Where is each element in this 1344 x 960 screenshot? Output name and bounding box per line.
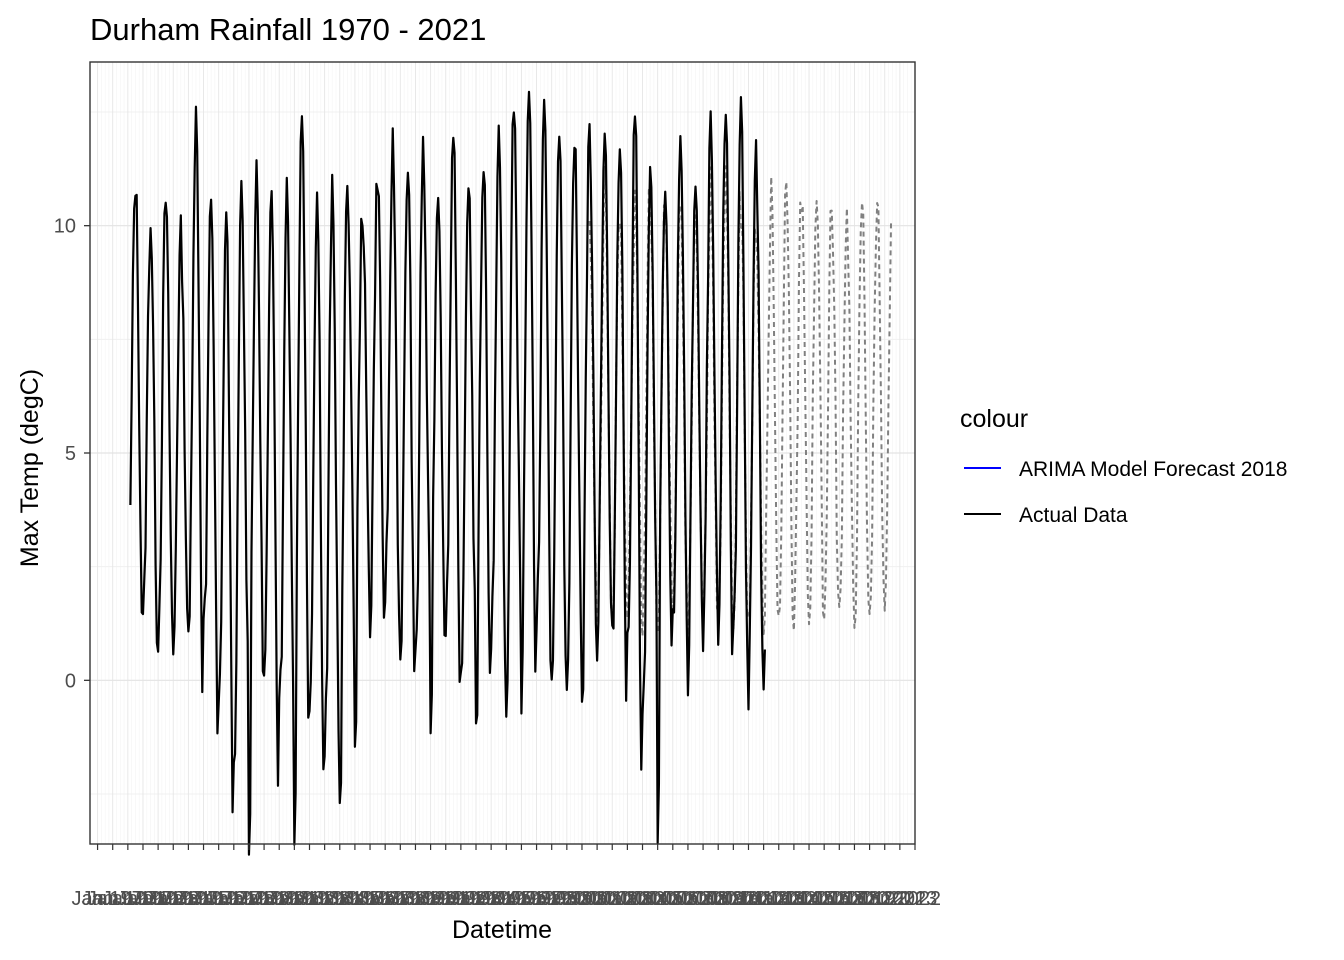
x-tick-label: Jan 2009: [662, 888, 744, 910]
x-tick-label: Jan 2008: [647, 888, 729, 910]
x-tick-label: Jan 1971: [87, 888, 169, 910]
x-tick-label: Jan 1996: [465, 888, 547, 910]
chart-title: Durham Rainfall 1970 - 2021: [90, 12, 486, 47]
x-tick-label: Jan 1980: [223, 888, 305, 910]
x-tick-label: Jan 2013: [722, 888, 804, 910]
y-axis-ticks: 0 5 10: [54, 216, 90, 692]
x-tick-label: Jan 1972: [102, 888, 184, 910]
x-tick-label: Jan 1982: [253, 888, 335, 910]
x-tick-label: Jan 2015: [753, 888, 835, 910]
x-tick-label: Jan 2000: [526, 888, 608, 910]
x-tick-label: Jan 2002: [556, 888, 638, 910]
x-tick-label: Jan 2006: [617, 888, 699, 910]
x-tick-label: Jan 2011: [693, 888, 774, 910]
x-axis-title: Datetime: [452, 916, 552, 944]
x-tick-label: Jan 2022: [859, 888, 941, 910]
x-tick-label: Jan 2012: [707, 888, 789, 910]
y-tick-label: 5: [65, 443, 76, 465]
x-tick-label: Jan 1981: [238, 888, 320, 910]
x-tick-label: Jan 2007: [632, 888, 714, 910]
x-tick-label: Jan 2017: [783, 888, 865, 910]
x-tick-label: Jan 1998: [495, 888, 577, 910]
x-tick-label: Jan 1977: [178, 888, 260, 910]
x-tick-label: Jan 1973: [117, 888, 199, 910]
x-tick-label: Jan 1979: [208, 888, 290, 910]
x-tick-label: 2023: [893, 888, 938, 910]
x-tick-label: Jan 1997: [480, 888, 562, 910]
legend-label-forecast: ARIMA Model Forecast 2018: [1019, 458, 1287, 481]
x-tick-label: Jan 2014: [738, 888, 820, 910]
x-tick-label: Jan 1975: [147, 888, 229, 910]
x-tick-label: Jan 2010: [677, 888, 759, 910]
x-tick-label: Jan 1992: [405, 888, 487, 910]
y-tick-label: 0: [65, 670, 76, 692]
x-tick-label: Jan 1985: [299, 888, 381, 910]
x-tick-label: Jan 2004: [586, 888, 668, 910]
x-tick-label: Jan 1970: [72, 888, 154, 910]
x-tick-label: Jan 2021: [844, 888, 926, 910]
x-tick-label: Jan 2001: [541, 888, 623, 910]
legend-title: colour: [960, 405, 1028, 433]
x-tick-label: Jan 1984: [283, 888, 365, 910]
x-tick-label: Jan 1978: [193, 888, 275, 910]
x-tick-label: Jan 1976: [162, 888, 244, 910]
x-tick-label: Jan 1993: [420, 888, 502, 910]
x-tick-label: Jan 1995: [450, 888, 532, 910]
x-tick-label: Jan 1983: [268, 888, 350, 910]
x-tick-label: Jan 2019: [813, 888, 895, 910]
y-axis-title: Max Temp (degC): [16, 369, 44, 567]
x-tick-label: Jan 1999: [511, 888, 593, 910]
x-tick-label: Jan 1986: [314, 888, 396, 910]
x-tick-label: Jan 1989: [359, 888, 441, 910]
series-actual-line: [129, 90, 766, 856]
x-tick-label: Jan 2003: [571, 888, 653, 910]
series-path: [129, 90, 766, 856]
x-tick-label: Jan 1990: [374, 888, 456, 910]
x-tick-label: Jan 1994: [435, 888, 517, 910]
x-tick-label: Jan 1974: [132, 888, 214, 910]
x-tick-label: Jan 1988: [344, 888, 426, 910]
x-tick-label: Jan: [81, 888, 113, 910]
x-tick-label: Jan 2020: [828, 888, 910, 910]
legend: colour ARIMA Model Forecast 2018 Actual …: [960, 405, 1287, 527]
x-tick-label: Jan 1991: [389, 888, 471, 910]
y-tick-label: 10: [54, 216, 76, 238]
x-tick-label: Jan 2018: [798, 888, 880, 910]
x-tick-label: Jan 2016: [768, 888, 850, 910]
legend-label-actual: Actual Data: [1019, 504, 1128, 527]
x-tick-label: Jan 1987: [329, 888, 411, 910]
x-tick-label: Jan 2005: [601, 888, 683, 910]
